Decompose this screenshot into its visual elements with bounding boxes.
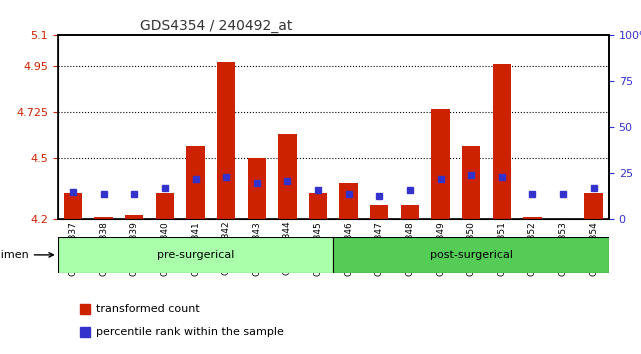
Bar [401, 205, 419, 219]
Bar [64, 193, 82, 219]
Bar [278, 133, 297, 219]
Bar [340, 183, 358, 219]
Bar [247, 158, 266, 219]
Text: GDS4354 / 240492_at: GDS4354 / 240492_at [140, 19, 293, 33]
Text: pre-surgerical: pre-surgerical [157, 250, 234, 260]
Bar [187, 146, 204, 219]
Bar [523, 217, 542, 219]
Bar [156, 193, 174, 219]
FancyBboxPatch shape [333, 237, 609, 273]
FancyBboxPatch shape [58, 237, 333, 273]
Bar [370, 205, 388, 219]
Text: specimen: specimen [0, 250, 53, 260]
Text: percentile rank within the sample: percentile rank within the sample [96, 327, 284, 337]
Text: post-surgerical: post-surgerical [429, 250, 513, 260]
Bar [585, 193, 603, 219]
Bar [309, 193, 327, 219]
Bar [492, 64, 511, 219]
Bar [431, 109, 450, 219]
Bar [462, 146, 480, 219]
Bar [94, 217, 113, 219]
Text: transformed count: transformed count [96, 304, 200, 314]
Bar [217, 62, 235, 219]
Bar [125, 215, 144, 219]
